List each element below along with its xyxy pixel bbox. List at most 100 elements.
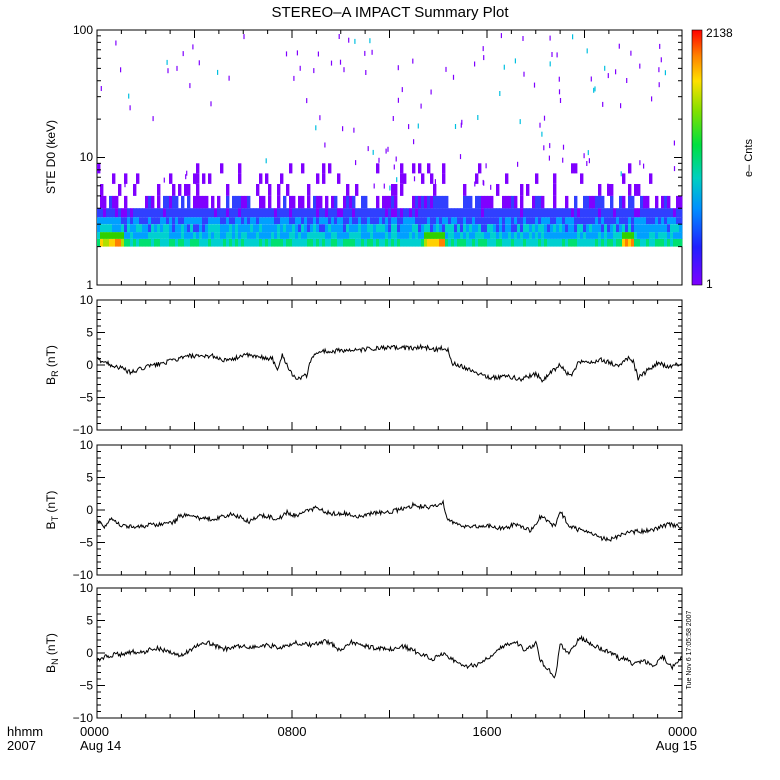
spectrogram-cell (172, 232, 176, 239)
spectrogram-cell (265, 232, 269, 239)
spectrogram-cell (274, 232, 278, 239)
spectrogram-cell (502, 208, 506, 218)
spectrogram-cell (445, 217, 449, 225)
spectrogram-cell (241, 217, 245, 225)
spectrogram-cell (319, 217, 323, 225)
spectrogram-cell (571, 217, 575, 225)
spectrogram-cell (211, 208, 215, 218)
spectrogram-cell (208, 238, 212, 247)
spectrogram-speck (136, 178, 138, 184)
spectrogram-cell (337, 238, 341, 247)
spectrogram-cell (424, 195, 428, 209)
spectrogram-cell (430, 195, 434, 209)
spectrogram-cell (184, 224, 188, 233)
spectrogram-speck (523, 71, 525, 77)
spectrogram-cell (502, 195, 506, 209)
spectrogram-cell (199, 238, 203, 247)
spectrogram-cell (649, 238, 653, 247)
spectrogram-cell (565, 195, 569, 209)
spectrogram-cell (268, 184, 272, 196)
spectrogram-cell (187, 184, 191, 196)
spectrogram-cell (652, 224, 656, 233)
spectrogram-cell (550, 232, 554, 239)
spectrogram-cell (208, 232, 212, 239)
spectrogram-speck (587, 150, 589, 156)
spectrogram-cell (229, 208, 233, 218)
spectrogram-cell (349, 217, 353, 225)
spectrogram-cell (646, 224, 650, 233)
spectrogram-cell (187, 217, 191, 225)
spectrogram-cell (520, 184, 524, 196)
spectrogram-cell (601, 232, 605, 239)
spectrogram-cell (157, 208, 161, 218)
spectrogram-cell (232, 217, 236, 225)
spectrogram-cell (124, 217, 128, 225)
spectrogram-cell (427, 163, 431, 174)
spectrogram-cell (100, 217, 104, 225)
spectrogram-cell (196, 173, 200, 184)
spectrogram-cell (184, 238, 188, 247)
spectrogram-cell (409, 232, 413, 239)
spectrogram-cell (169, 195, 173, 209)
spectrogram-cell (553, 195, 557, 209)
spectrogram-cell (634, 224, 638, 233)
spectrogram-cell (316, 217, 320, 225)
spectrogram-cell (145, 208, 149, 218)
spectrogram-cell (526, 224, 530, 233)
spectrogram-cell (529, 238, 533, 247)
spectrogram-cell (502, 224, 506, 233)
spectrogram-cell (448, 232, 452, 239)
spectrogram-cell (526, 232, 530, 239)
spectrogram-cell (367, 232, 371, 239)
spectrogram-cell (442, 173, 446, 184)
spectrogram-cell (238, 217, 242, 225)
spectrogram-cell (277, 217, 281, 225)
spectrogram-cell (145, 217, 149, 225)
spectrogram-cell (394, 208, 398, 218)
spectrogram-cell (643, 217, 647, 225)
spectrogram-cell (244, 232, 248, 239)
spectrogram-cell (445, 232, 449, 239)
spectrogram-cell (241, 208, 245, 218)
spectrogram-cell (106, 217, 110, 225)
spectrogram-cell (622, 217, 626, 225)
spectrogram-cell (100, 208, 104, 218)
spectrogram-cell (532, 224, 536, 233)
spectrogram-cell (313, 238, 317, 247)
spectrogram-cell (187, 238, 191, 247)
spectrogram-cell (421, 208, 425, 218)
spectrogram-cell (571, 163, 575, 174)
spectrogram-cell (640, 195, 644, 209)
spectrogram-cell (442, 195, 446, 209)
spectrogram-cell (637, 224, 641, 233)
spectrogram-cell (349, 224, 353, 233)
spectrogram-cell (418, 232, 422, 239)
spectrogram-cell (193, 217, 197, 225)
spectrogram-cell (367, 224, 371, 233)
spectrogram-cell (418, 217, 422, 225)
spectrogram-speck (338, 34, 340, 39)
spectrogram-cell (463, 208, 467, 218)
spectrogram-cell (448, 238, 452, 247)
spectrogram-cell (109, 238, 113, 247)
spectrogram-cell (463, 184, 467, 196)
spectrogram-cell (586, 208, 590, 218)
spectrogram-cell (370, 208, 374, 218)
spectrogram-cell (493, 224, 497, 233)
spectrogram-cell (355, 217, 359, 225)
spectrogram-speck (228, 75, 230, 81)
spectrogram-cell (472, 208, 476, 218)
spectrogram-cell (211, 224, 215, 233)
spectrogram-cell (493, 208, 497, 218)
spectrogram-cell (520, 224, 524, 233)
spectrogram-cell (154, 232, 158, 239)
spectrogram-cell (616, 208, 620, 218)
spectrogram-cell (349, 208, 353, 218)
spectrogram-cell (421, 238, 425, 247)
spectrogram-cell (544, 224, 548, 233)
spectrogram-cell (262, 217, 266, 225)
spectrogram-cell (253, 232, 257, 239)
spectrogram-cell (679, 224, 683, 233)
spectrogram-cell (280, 224, 284, 233)
spectrogram-speck (315, 125, 317, 131)
